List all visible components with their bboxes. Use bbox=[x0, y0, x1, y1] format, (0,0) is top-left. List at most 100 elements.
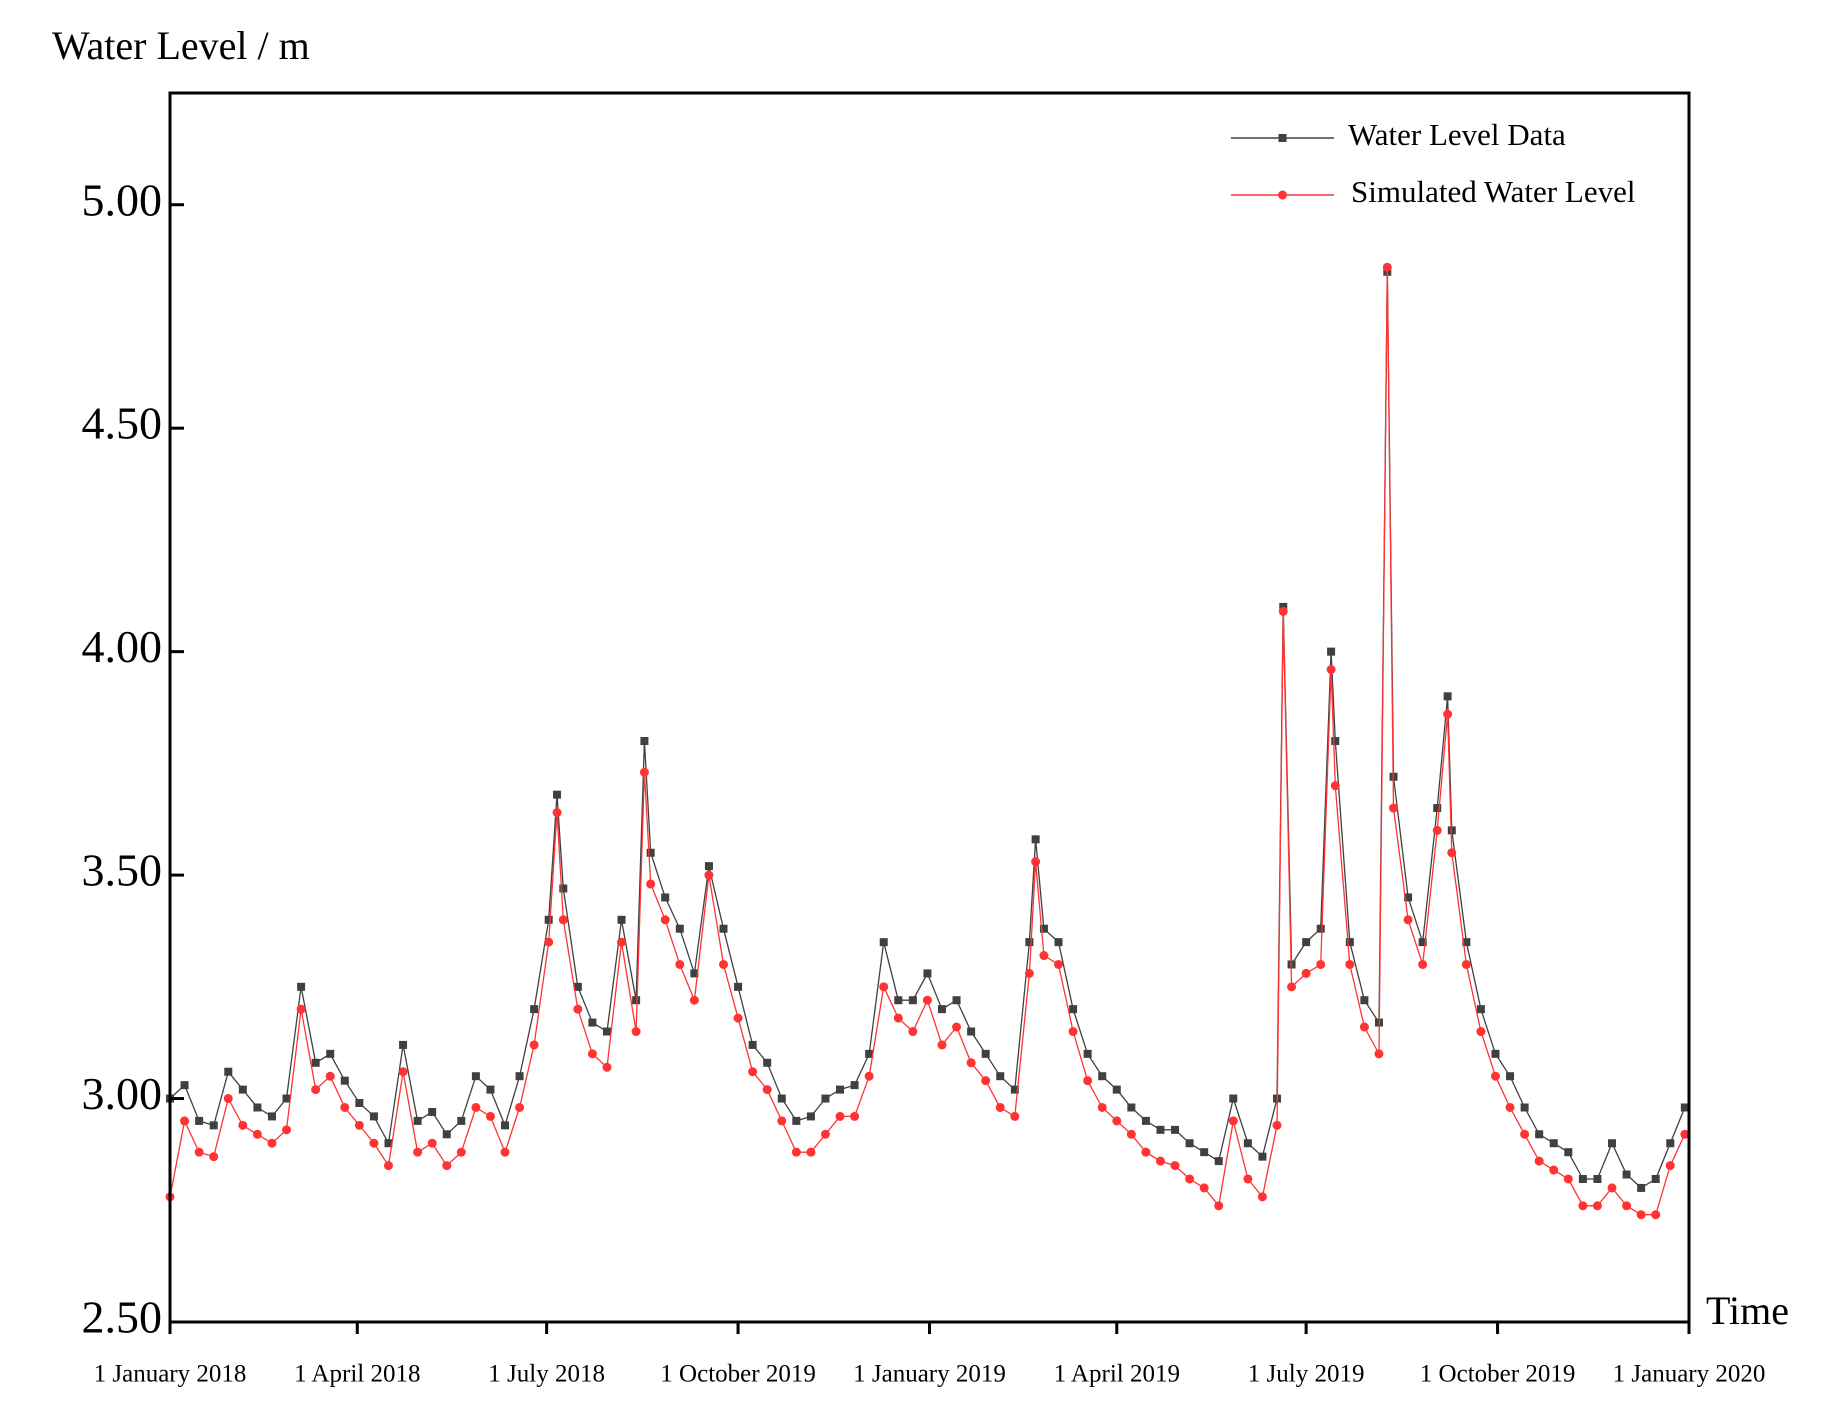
marker bbox=[253, 1103, 262, 1112]
y-tick-label: 4.50 bbox=[82, 398, 163, 449]
marker bbox=[1447, 848, 1457, 858]
marker bbox=[1155, 1156, 1165, 1166]
x-tick-label: 1 October 2019 bbox=[660, 1361, 816, 1388]
marker bbox=[456, 1147, 466, 1157]
marker bbox=[552, 808, 562, 818]
marker bbox=[282, 1125, 292, 1135]
marker bbox=[1593, 1174, 1602, 1183]
marker bbox=[1505, 1102, 1515, 1112]
marker bbox=[1432, 825, 1442, 835]
marker bbox=[1491, 1049, 1500, 1058]
marker bbox=[1404, 893, 1413, 902]
marker bbox=[908, 1027, 918, 1037]
marker bbox=[587, 1049, 597, 1059]
marker bbox=[1564, 1148, 1573, 1157]
marker bbox=[1127, 1103, 1136, 1112]
marker bbox=[1520, 1129, 1530, 1139]
marker bbox=[1636, 1210, 1646, 1220]
marker bbox=[1010, 1085, 1019, 1094]
legend-marker bbox=[1278, 190, 1287, 200]
marker bbox=[1054, 938, 1063, 947]
plot-area bbox=[165, 262, 1690, 1220]
x-tick-label: 1 April 2019 bbox=[1054, 1361, 1180, 1388]
marker bbox=[748, 1067, 758, 1077]
marker bbox=[1535, 1130, 1544, 1139]
marker bbox=[1141, 1147, 1151, 1157]
marker bbox=[646, 879, 656, 889]
marker bbox=[209, 1152, 219, 1162]
marker bbox=[1607, 1183, 1617, 1193]
marker bbox=[471, 1072, 480, 1081]
marker bbox=[923, 969, 932, 978]
marker bbox=[1126, 1129, 1136, 1139]
marker bbox=[553, 790, 562, 799]
marker bbox=[1506, 1072, 1515, 1081]
marker bbox=[791, 1147, 801, 1157]
marker bbox=[1443, 692, 1452, 701]
marker bbox=[777, 1094, 786, 1103]
marker bbox=[267, 1138, 277, 1148]
marker bbox=[195, 1116, 204, 1125]
marker bbox=[1287, 982, 1297, 992]
marker bbox=[1185, 1139, 1194, 1148]
marker bbox=[369, 1138, 379, 1148]
marker bbox=[573, 982, 582, 991]
marker bbox=[500, 1147, 510, 1157]
marker bbox=[704, 862, 713, 871]
marker bbox=[617, 937, 627, 947]
marker bbox=[223, 1094, 233, 1104]
y-tick-label: 2.50 bbox=[82, 1292, 163, 1343]
marker bbox=[704, 870, 714, 880]
marker bbox=[340, 1076, 349, 1085]
marker bbox=[646, 848, 655, 857]
marker bbox=[763, 1058, 772, 1067]
marker bbox=[442, 1130, 451, 1139]
marker bbox=[792, 1116, 801, 1125]
marker bbox=[690, 969, 699, 978]
marker bbox=[1592, 1201, 1602, 1211]
marker bbox=[1302, 938, 1311, 947]
marker bbox=[1326, 665, 1336, 675]
marker bbox=[413, 1116, 422, 1125]
marker bbox=[486, 1085, 495, 1094]
marker bbox=[996, 1072, 1005, 1081]
marker bbox=[326, 1049, 335, 1058]
legend-marker bbox=[1278, 134, 1287, 142]
x-tick-label: 1 April 2018 bbox=[294, 1361, 420, 1388]
marker bbox=[995, 1102, 1005, 1112]
y-tick-label: 3.00 bbox=[82, 1068, 163, 1119]
marker bbox=[1476, 1027, 1486, 1037]
marker bbox=[1651, 1210, 1661, 1220]
marker bbox=[1637, 1183, 1646, 1192]
marker bbox=[354, 1120, 364, 1130]
marker bbox=[1345, 959, 1355, 969]
marker bbox=[1010, 1111, 1020, 1121]
marker bbox=[1141, 1116, 1150, 1125]
marker bbox=[937, 1040, 947, 1050]
marker bbox=[1278, 606, 1288, 616]
marker bbox=[297, 982, 306, 991]
marker bbox=[1374, 1049, 1384, 1059]
marker bbox=[879, 982, 889, 992]
marker bbox=[1578, 1174, 1587, 1183]
marker bbox=[544, 937, 554, 947]
marker bbox=[471, 1102, 481, 1112]
marker bbox=[806, 1147, 816, 1157]
marker bbox=[922, 995, 932, 1005]
marker bbox=[413, 1147, 423, 1157]
marker bbox=[1476, 1005, 1485, 1014]
marker bbox=[1330, 781, 1340, 791]
marker bbox=[383, 1161, 393, 1171]
marker bbox=[311, 1085, 321, 1095]
marker bbox=[1490, 1071, 1500, 1081]
y-tick-label: 3.50 bbox=[82, 845, 163, 896]
marker bbox=[879, 938, 888, 947]
marker bbox=[1083, 1076, 1093, 1086]
marker bbox=[1666, 1139, 1675, 1148]
marker bbox=[952, 1022, 962, 1032]
marker bbox=[966, 1058, 976, 1068]
marker bbox=[908, 996, 917, 1005]
marker bbox=[1316, 959, 1326, 969]
